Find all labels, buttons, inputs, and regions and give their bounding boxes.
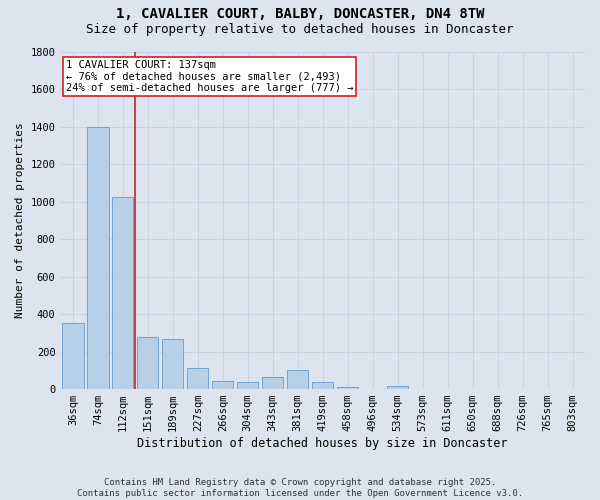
Bar [237, 382, 259, 389]
Text: Contains HM Land Registry data © Crown copyright and database right 2025.
Contai: Contains HM Land Registry data © Crown c… [77, 478, 523, 498]
Bar [212, 380, 233, 389]
Bar [162, 340, 184, 389]
Bar [62, 324, 83, 389]
X-axis label: Distribution of detached houses by size in Doncaster: Distribution of detached houses by size … [137, 437, 508, 450]
Bar [312, 382, 334, 389]
Bar [337, 387, 358, 389]
Bar [137, 336, 158, 389]
Bar [262, 377, 283, 389]
Text: 1 CAVALIER COURT: 137sqm
← 76% of detached houses are smaller (2,493)
24% of sem: 1 CAVALIER COURT: 137sqm ← 76% of detach… [65, 60, 353, 93]
Bar [387, 386, 408, 389]
Text: Size of property relative to detached houses in Doncaster: Size of property relative to detached ho… [86, 22, 514, 36]
Bar [112, 197, 133, 389]
Bar [287, 370, 308, 389]
Y-axis label: Number of detached properties: Number of detached properties [15, 122, 25, 318]
Text: 1, CAVALIER COURT, BALBY, DONCASTER, DN4 8TW: 1, CAVALIER COURT, BALBY, DONCASTER, DN4… [116, 8, 484, 22]
Bar [187, 368, 208, 389]
Bar [87, 126, 109, 389]
